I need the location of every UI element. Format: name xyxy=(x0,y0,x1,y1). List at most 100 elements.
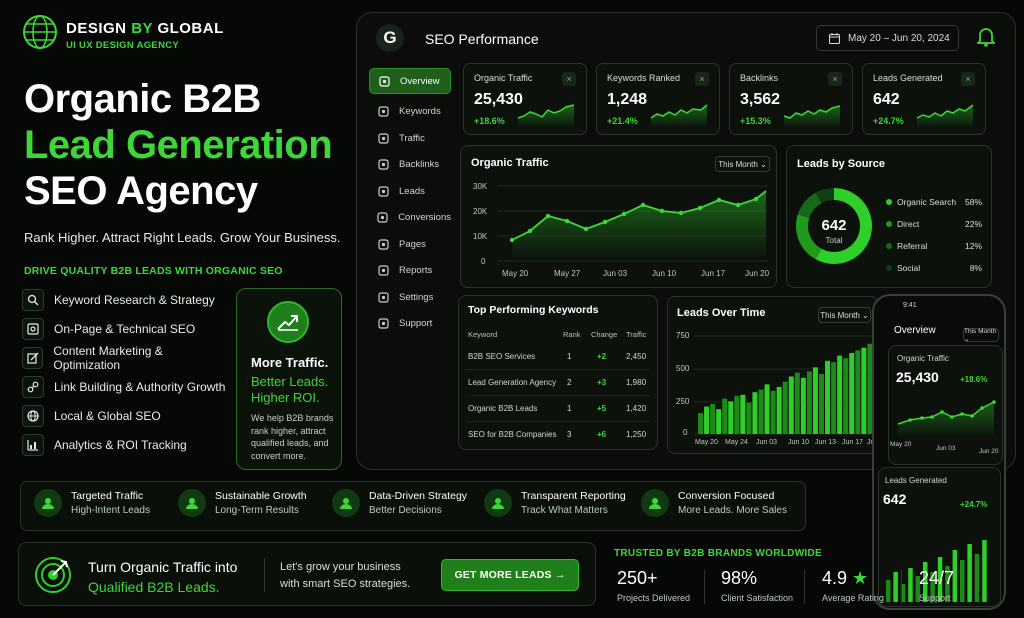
phone-leads-bar xyxy=(930,572,935,602)
leads-by-source-title: Leads by Source xyxy=(797,158,886,170)
feature-item: Content Marketing & Optimization xyxy=(22,344,227,372)
leads-period-select[interactable]: This Month ⌄ xyxy=(818,307,871,323)
benefit-subtitle: Track What Matters xyxy=(521,505,608,516)
date-range-picker[interactable]: May 20 – Jun 20, 2024 xyxy=(816,25,959,51)
source-name: Referral xyxy=(897,241,928,251)
leads-bar xyxy=(776,386,782,434)
traffic-xtick: Jun 10 xyxy=(652,269,677,278)
donut-slice xyxy=(815,188,835,204)
kpi-card: Backlinks × 3,562 +15.3% xyxy=(729,63,853,135)
leads-donut-chart xyxy=(793,185,875,267)
phone-leads-bar xyxy=(923,562,928,602)
kpi-change: +18.6% xyxy=(474,116,505,126)
traffic-period-select[interactable]: This Month ⌄ xyxy=(715,156,770,172)
traffic-ytick: 20K xyxy=(473,207,488,216)
source-legend-item: Organic Search 58% xyxy=(886,197,982,209)
benefit-item: Data-Driven Strategy Better Decisions xyxy=(332,489,467,517)
link-icon xyxy=(22,376,44,398)
leads-bar xyxy=(800,377,806,434)
cta-message-1: Let's grow your business xyxy=(280,561,401,573)
brand-name: DESIGN BY GLOBAL xyxy=(66,20,224,37)
cta-line1: Turn Organic Traffic into xyxy=(88,559,238,575)
keyword-icon xyxy=(377,105,389,117)
benefit-item: Sustainable Growth Long-Term Results xyxy=(178,489,307,517)
kpi-value: 25,430 xyxy=(474,91,523,108)
table-cell: +2 xyxy=(597,352,607,361)
headset-icon xyxy=(377,317,389,329)
benefit-title: Targeted Traffic xyxy=(71,490,144,502)
get-more-leads-button[interactable]: GET MORE LEADS → xyxy=(441,559,579,591)
phone-card1-title: Organic Traffic xyxy=(897,354,949,363)
nav-item-pages[interactable]: Pages xyxy=(369,231,451,257)
search-icon xyxy=(22,289,44,311)
feature-item: Keyword Research & Strategy xyxy=(22,289,227,311)
leads-bar xyxy=(758,389,764,434)
nav-item-settings[interactable]: Settings xyxy=(369,284,451,310)
dashboard-logo: G xyxy=(376,24,404,52)
table-cell: 1,420 xyxy=(626,404,647,413)
cta-divider xyxy=(264,558,265,592)
nav-label: Keywords xyxy=(399,105,441,117)
phone-leads-bar xyxy=(945,566,950,602)
traffic-xtick: May 20 xyxy=(502,269,529,278)
nav-item-overview[interactable]: Overview xyxy=(369,68,451,94)
table-cell: +6 xyxy=(597,430,607,439)
pages-icon xyxy=(377,238,389,250)
nav-item-conversions[interactable]: Conversions xyxy=(369,204,451,230)
source-pct: 22% xyxy=(964,219,982,229)
kpi-card: Keywords Ranked × 1,248 +21.4% xyxy=(596,63,720,135)
benefits-bar xyxy=(20,481,806,531)
close-icon[interactable]: × xyxy=(562,72,576,86)
feature-label: Keyword Research & Strategy xyxy=(54,293,215,307)
nav-item-support[interactable]: Support xyxy=(369,310,451,336)
benefit-title: Data-Driven Strategy xyxy=(369,490,468,502)
phone-leads-bar xyxy=(967,544,972,602)
traffic-icon xyxy=(377,132,389,144)
table-cell: SEO for B2B Companies xyxy=(468,430,557,439)
nav-item-leads[interactable]: Leads xyxy=(369,178,451,204)
table-cell: Lead Generation Agency xyxy=(468,378,557,387)
phone-leads-bar xyxy=(886,580,891,602)
benefit-item: Conversion Focused More Leads. More Sales xyxy=(641,489,787,517)
donut-slice xyxy=(815,188,872,264)
benefit-item: Transparent Reporting Track What Matters xyxy=(484,489,626,517)
nav-item-keywords[interactable]: Keywords xyxy=(369,98,451,124)
bell-icon[interactable] xyxy=(977,27,995,47)
phone-period-select[interactable]: This Month ⌄ xyxy=(963,328,999,343)
phone-leads-bar xyxy=(982,540,987,602)
close-icon[interactable]: × xyxy=(828,72,842,86)
organic-traffic-chart xyxy=(460,175,777,285)
table-cell: 1,250 xyxy=(626,430,647,439)
nav-label: Overview xyxy=(400,75,440,87)
nav-label: Leads xyxy=(399,185,425,197)
leads-bar xyxy=(704,406,710,434)
donut-total-value: 642 xyxy=(821,217,847,234)
phone-xtick: Jun 03 xyxy=(936,445,956,452)
stat-satisfaction: 98% Client Satisfaction xyxy=(721,568,794,603)
leads-bar xyxy=(794,372,800,434)
close-icon[interactable]: × xyxy=(695,72,709,86)
table-header: Rank xyxy=(563,330,581,339)
promo-card: More Traffic. Better Leads. Higher ROI. … xyxy=(236,288,342,470)
legend-dot xyxy=(886,221,892,227)
table-cell: 1,980 xyxy=(626,378,647,387)
leads-bar xyxy=(722,398,728,434)
nav-item-traffic[interactable]: Traffic xyxy=(369,125,451,151)
leads-bar xyxy=(740,394,746,434)
leads-bar xyxy=(837,355,843,434)
benefit-subtitle: High-Intent Leads xyxy=(71,505,150,516)
trend-up-icon xyxy=(267,301,309,343)
feature-item: On-Page & Technical SEO xyxy=(22,318,227,340)
promo-title: More Traffic. xyxy=(251,355,329,370)
leads-xtick: May 20 xyxy=(695,439,718,446)
kpi-change: +15.3% xyxy=(740,116,771,126)
nav-item-backlinks[interactable]: Backlinks xyxy=(369,151,451,177)
phone-leads-bar xyxy=(900,584,906,602)
phone-time: 9:41 xyxy=(903,302,917,309)
date-range-label: May 20 – Jun 20, 2024 xyxy=(848,32,950,44)
source-name: Social xyxy=(897,263,921,273)
edit-icon xyxy=(22,347,44,369)
nav-item-reports[interactable]: Reports xyxy=(369,257,451,283)
promo-text: We help B2B brands rank higher, attract … xyxy=(251,413,334,461)
close-icon[interactable]: × xyxy=(961,72,975,86)
